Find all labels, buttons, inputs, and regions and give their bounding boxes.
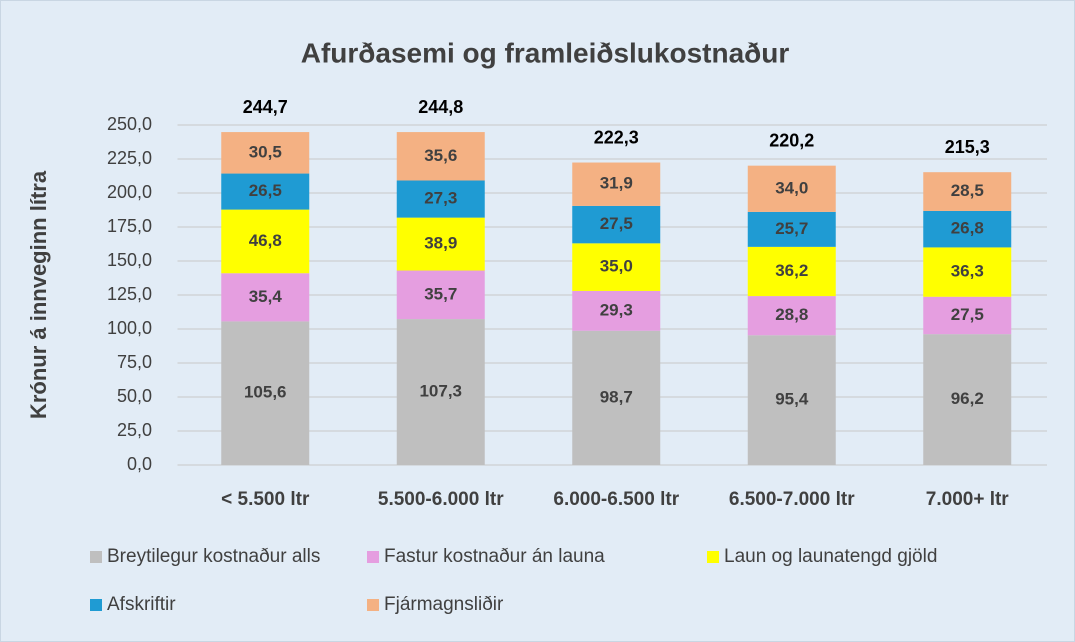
y-tick-label: 75,0 xyxy=(117,352,152,372)
data-label: 46,8 xyxy=(249,231,282,250)
y-tick-label: 100,0 xyxy=(107,318,152,338)
bar-segment xyxy=(923,172,1012,211)
bar-segment xyxy=(396,180,485,218)
legend-label: Laun og launatengd gjöld xyxy=(724,546,937,567)
bar-segment xyxy=(572,330,661,465)
y-tick-label: 175,0 xyxy=(107,216,152,236)
chart-title: Afurðasemi og framleiðslukostnaður xyxy=(301,37,790,68)
x-tick-label: < 5.500 ltr xyxy=(221,489,310,510)
bar-segment xyxy=(221,273,310,322)
data-label: 26,8 xyxy=(951,219,984,238)
y-tick-label: 25,0 xyxy=(117,420,152,440)
bar-segment xyxy=(747,296,836,336)
legend-swatch xyxy=(707,551,719,563)
data-label: 27,3 xyxy=(424,189,457,208)
legend-label: Fjármagnsliðir xyxy=(384,594,504,615)
legend-label: Afskriftir xyxy=(107,594,176,615)
data-label: 35,0 xyxy=(600,257,633,276)
bar-segment xyxy=(396,132,485,181)
data-label: 105,6 xyxy=(244,383,287,402)
bar-segment xyxy=(747,211,836,247)
y-tick-label: 200,0 xyxy=(107,182,152,202)
y-tick-label: 0,0 xyxy=(127,454,152,474)
x-tick-label: 5.500-6.000 ltr xyxy=(378,489,504,510)
data-label: 35,6 xyxy=(424,146,457,165)
data-label: 98,7 xyxy=(600,387,633,406)
bar-segment xyxy=(396,270,485,320)
bar-segment xyxy=(221,173,310,210)
y-axis-label: Krónur á innveginn lítra xyxy=(26,170,51,419)
x-tick-label: 7.000+ ltr xyxy=(926,489,1010,510)
data-label: 28,8 xyxy=(775,305,808,324)
legend-swatch xyxy=(90,551,102,563)
data-label: 27,5 xyxy=(951,305,984,324)
total-label: 244,8 xyxy=(418,97,463,117)
data-label: 26,5 xyxy=(249,181,282,200)
bar-segment xyxy=(396,319,485,465)
y-tick-label: 250,0 xyxy=(107,114,152,134)
legend-label: Fastur kostnaður án launa xyxy=(384,546,605,567)
bar-segment xyxy=(747,335,836,465)
bar-segment xyxy=(396,217,485,271)
data-label: 25,7 xyxy=(775,219,808,238)
bar-segment xyxy=(747,165,836,212)
data-label: 35,7 xyxy=(424,284,457,303)
data-label: 36,3 xyxy=(951,262,984,281)
bar-segment xyxy=(221,321,310,465)
data-label: 27,5 xyxy=(600,214,633,233)
data-label: 36,2 xyxy=(775,261,808,280)
bar-segment xyxy=(221,209,310,274)
bar-segment xyxy=(923,334,1012,465)
y-tick-label: 50,0 xyxy=(117,386,152,406)
total-label: 220,2 xyxy=(769,130,814,150)
total-label: 215,3 xyxy=(945,137,990,157)
x-tick-label: 6.000-6.500 ltr xyxy=(553,489,679,510)
bar-segment xyxy=(747,246,836,297)
bar-segment xyxy=(923,210,1012,248)
bar-segment xyxy=(923,296,1012,335)
data-label: 38,9 xyxy=(424,234,457,253)
y-tick-label: 225,0 xyxy=(107,148,152,168)
data-label: 96,2 xyxy=(951,389,984,408)
bar-segment xyxy=(221,132,310,174)
y-tick-label: 150,0 xyxy=(107,250,152,270)
bar-segment xyxy=(923,247,1012,297)
total-label: 244,7 xyxy=(243,97,288,117)
legend-swatch xyxy=(367,551,379,563)
legend-swatch xyxy=(90,599,102,611)
total-label: 222,3 xyxy=(594,127,639,147)
data-label: 34,0 xyxy=(775,178,808,197)
data-label: 31,9 xyxy=(600,174,633,193)
y-tick-label: 125,0 xyxy=(107,284,152,304)
data-label: 95,4 xyxy=(775,390,809,409)
data-label: 29,3 xyxy=(600,300,633,319)
x-tick-label: 6.500-7.000 ltr xyxy=(729,489,855,510)
bar-segment xyxy=(572,205,661,244)
bar-segment xyxy=(572,243,661,291)
bar-segment xyxy=(572,290,661,331)
legend-swatch xyxy=(367,599,379,611)
data-label: 30,5 xyxy=(249,142,282,161)
data-label: 107,3 xyxy=(419,382,462,401)
data-label: 35,4 xyxy=(249,287,283,306)
data-label: 28,5 xyxy=(951,181,984,200)
legend-label: Breytilegur kostnaður alls xyxy=(107,546,320,567)
bar-segment xyxy=(572,162,661,206)
